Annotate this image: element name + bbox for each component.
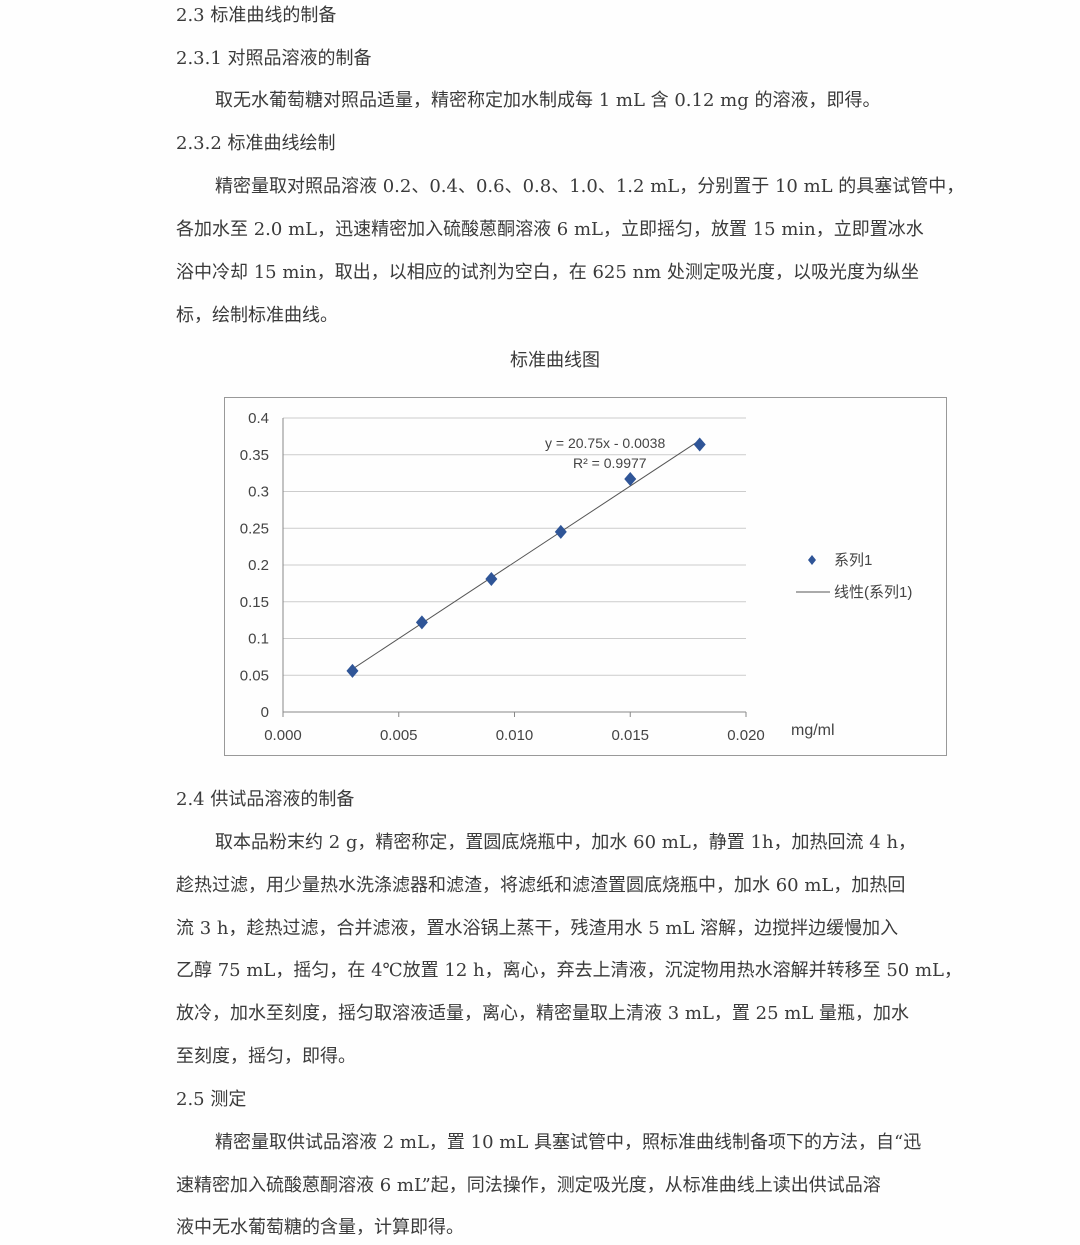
legend-marker-icon	[808, 555, 816, 565]
y-tick-label: 0	[261, 704, 269, 721]
paragraph-line: 至刻度，摇匀，即得。	[176, 1046, 356, 1067]
trendline	[352, 439, 700, 670]
data-point	[554, 524, 567, 539]
paragraph-line: 精密量取对照品溶液 0.2、0.4、0.6、0.8、1.0、1.2 mL，分别置…	[215, 176, 965, 197]
paragraph-line: 放冷，加水至刻度，摇匀取溶液适量，离心，精密量取上清液 3 mL，置 25 mL…	[176, 1003, 910, 1024]
trendline-r2: R² = 0.9977	[573, 455, 647, 471]
x-tick-label: 0.015	[611, 727, 649, 744]
y-tick-label: 0.25	[240, 520, 269, 537]
y-tick-label: 0.3	[248, 484, 269, 501]
paragraph-line: 速精密加入硫酸蒽酮溶液 6 mL”起，同法操作，测定吸光度，从标准曲线上读出供试…	[176, 1175, 881, 1196]
paragraph-line: 趁热过滤，用少量热水洗涤滤器和滤渣，将滤纸和滤渣置圆底烧瓶中，加水 60 mL，…	[176, 875, 906, 896]
chart-title: 标准曲线图	[510, 350, 600, 371]
trendline-equation: y = 20.75x - 0.0038	[545, 435, 665, 451]
y-tick-label: 0.35	[240, 447, 269, 464]
heading-2-4: 2.4 供试品溶液的制备	[176, 789, 355, 810]
paragraph-line: 标，绘制标准曲线。	[176, 305, 338, 326]
chart-svg: 0 0.05 0.1 0.15 0.2 0.25 0.3 0.35 0.4 0.000 0.005 0…	[240, 410, 913, 744]
y-tick-label: 0.4	[248, 410, 269, 427]
x-axis-label: mg/ml	[791, 722, 835, 739]
y-tick-label: 0.2	[248, 557, 269, 574]
heading-2-3: 2.3 标准曲线的制备	[176, 5, 337, 26]
x-tick-label: 0.005	[380, 727, 418, 744]
data-point	[485, 571, 498, 586]
paragraph-line: 浴中冷却 15 min，取出，以相应的试剂为空白，在 625 nm 处测定吸光度…	[176, 262, 919, 283]
legend-series-label: 系列1	[834, 552, 872, 569]
y-tick-label: 0.15	[240, 594, 269, 611]
y-tick-label: 0.05	[240, 667, 269, 684]
paragraph-line: 取无水葡萄糖对照品适量，精密称定加水制成每 1 mL 含 0.12 mg 的溶液…	[215, 90, 881, 111]
data-point	[693, 437, 706, 452]
y-tick-label: 0.1	[248, 631, 269, 648]
x-tick-label: 0.000	[264, 727, 302, 744]
paragraph-line: 取本品粉末约 2 g，精密称定，置圆底烧瓶中，加水 60 mL，静置 1h，加热…	[215, 832, 917, 853]
paragraph-line: 乙醇 75 mL，摇匀，在 4℃放置 12 h，离心，弃去上清液，沉淀物用热水溶…	[176, 960, 962, 981]
paragraph-line: 各加水至 2.0 mL，迅速精密加入硫酸蒽酮溶液 6 mL，立即摇匀，放置 15…	[176, 219, 924, 240]
x-tick-label: 0.020	[727, 727, 765, 744]
data-point	[415, 615, 428, 630]
data-point	[624, 472, 637, 487]
paragraph-line: 流 3 h，趁热过滤，合并滤液，置水浴锅上蒸干，残渣用水 5 mL 溶解，边搅拌…	[176, 918, 899, 939]
heading-2-5: 2.5 测定	[176, 1089, 247, 1110]
heading-2-3-1: 2.3.1 对照品溶液的制备	[176, 48, 372, 69]
data-point	[346, 663, 359, 678]
legend-trendline-label: 线性(系列1)	[834, 584, 912, 601]
heading-2-3-2: 2.3.2 标准曲线绘制	[176, 133, 336, 154]
chart-area: 0 0.05 0.1 0.15 0.2 0.25 0.3 0.35 0.4 0.000 0.005 0…	[224, 397, 947, 756]
paragraph-line: 精密量取供试品溶液 2 mL，置 10 mL 具塞试管中，照标准曲线制备项下的方…	[215, 1132, 922, 1153]
x-tick-label: 0.010	[496, 727, 534, 744]
paragraph-line: 液中无水葡萄糖的含量，计算即得。	[176, 1217, 464, 1238]
